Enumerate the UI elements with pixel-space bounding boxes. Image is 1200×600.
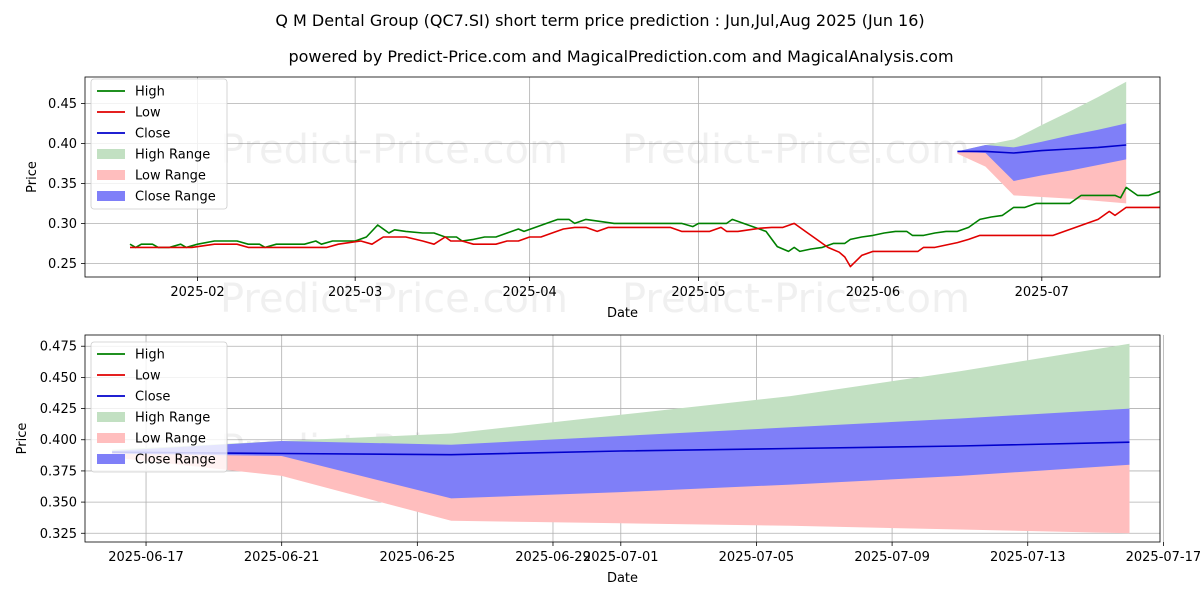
- legend-label: Close Range: [135, 190, 216, 205]
- x-tick-label: 2025-04: [502, 285, 556, 300]
- y-tick-label: 0.40: [48, 137, 77, 152]
- legend: High Low Close High Range Low Range Close Ran…: [90, 341, 228, 473]
- plot-area: [112, 343, 1130, 534]
- legend-swatch-high-range: [97, 149, 125, 159]
- x-axis-label: Date: [607, 306, 638, 321]
- legend-swatch-close-range: [97, 454, 125, 464]
- x-tick-label: 2025-02: [170, 285, 224, 300]
- legend-label: Close: [135, 127, 170, 142]
- x-tick-label: 2025-06-29: [515, 550, 591, 565]
- y-tick-label: 0.45: [48, 97, 77, 112]
- legend-label: High Range: [135, 411, 210, 426]
- y-tick-label: 0.475: [40, 340, 77, 355]
- watermark-text: Predict-Price.com: [622, 276, 970, 322]
- watermark-text: Predict-Price.com: [220, 127, 568, 173]
- legend-label: Low: [135, 106, 161, 121]
- legend-swatch-low-range: [97, 433, 125, 443]
- axes-frame: [84, 334, 1161, 543]
- close-line: [112, 441, 1130, 456]
- y-tick-label: 0.450: [40, 371, 77, 386]
- x-tick-label: 2025-07: [1015, 285, 1069, 300]
- legend-label: Close Range: [135, 453, 216, 468]
- x-tick-label: 2025-03: [328, 285, 382, 300]
- legend-label: Low Range: [135, 432, 206, 447]
- y-tick-label: 0.400: [40, 433, 77, 448]
- x-tick-label: 2025-07-05: [719, 550, 795, 565]
- y-tick-label: 0.25: [48, 257, 77, 272]
- high-line: [129, 186, 1160, 253]
- y-tick-label: 0.375: [40, 464, 77, 479]
- close-range-area: [957, 123, 1127, 181]
- legend: High Low Close High Range Low Range Close Ran…: [90, 78, 228, 210]
- y-tick-label: 0.325: [40, 527, 77, 542]
- x-tick-label: 2025-06-25: [380, 550, 456, 565]
- close-line: [957, 144, 1127, 154]
- prediction-zoom-chart: Predict-Price.comPredict-Price.com2025-0…: [15, 334, 1200, 586]
- x-tick-label: 2025-06-17: [108, 550, 184, 565]
- legend-label: Close: [135, 390, 170, 405]
- y-axis-label: Price: [25, 161, 40, 193]
- x-tick-label: 2025-07-17: [1126, 550, 1200, 565]
- x-tick-label: 2025-06-21: [244, 550, 320, 565]
- plot-area: [129, 81, 1160, 268]
- x-tick-label: 2025-07-09: [854, 550, 930, 565]
- legend-label: Low Range: [135, 169, 206, 184]
- axes-frame: [84, 76, 1161, 278]
- y-axis-label: Price: [15, 423, 30, 455]
- low-line: [130, 206, 1160, 268]
- legend-label: High: [135, 348, 165, 363]
- history-chart: Predict-Price.com Predict-Price.com Predic…: [25, 76, 1161, 322]
- legend-swatch-close-range: [97, 191, 125, 201]
- legend-label: High: [135, 85, 165, 100]
- watermark-text: Predict-Price.com: [220, 276, 568, 322]
- close-range-area: [112, 408, 1130, 499]
- y-tick-label: 0.350: [40, 496, 77, 511]
- grid: [85, 77, 1160, 277]
- x-axis-label: Date: [607, 571, 638, 586]
- x-tick-label: 2025-05: [671, 285, 725, 300]
- y-tick-label: 0.35: [48, 177, 77, 192]
- y-tick-label: 0.425: [40, 402, 77, 417]
- x-tick-label: 2025-07-01: [583, 550, 659, 565]
- legend-label: Low: [135, 369, 161, 384]
- legend-swatch-high-range: [97, 412, 125, 422]
- figure-subtitle: powered by Predict-Price.com and Magical…: [288, 47, 953, 66]
- legend-label: High Range: [135, 148, 210, 163]
- x-tick-label: 2025-06: [846, 285, 900, 300]
- x-tick-label: 2025-07-13: [990, 550, 1066, 565]
- watermark-text: Predict-Price.com: [622, 127, 970, 173]
- figure-title: Q M Dental Group (QC7.SI) short term pri…: [275, 11, 924, 30]
- legend-swatch-low-range: [97, 170, 125, 180]
- y-tick-label: 0.30: [48, 217, 77, 232]
